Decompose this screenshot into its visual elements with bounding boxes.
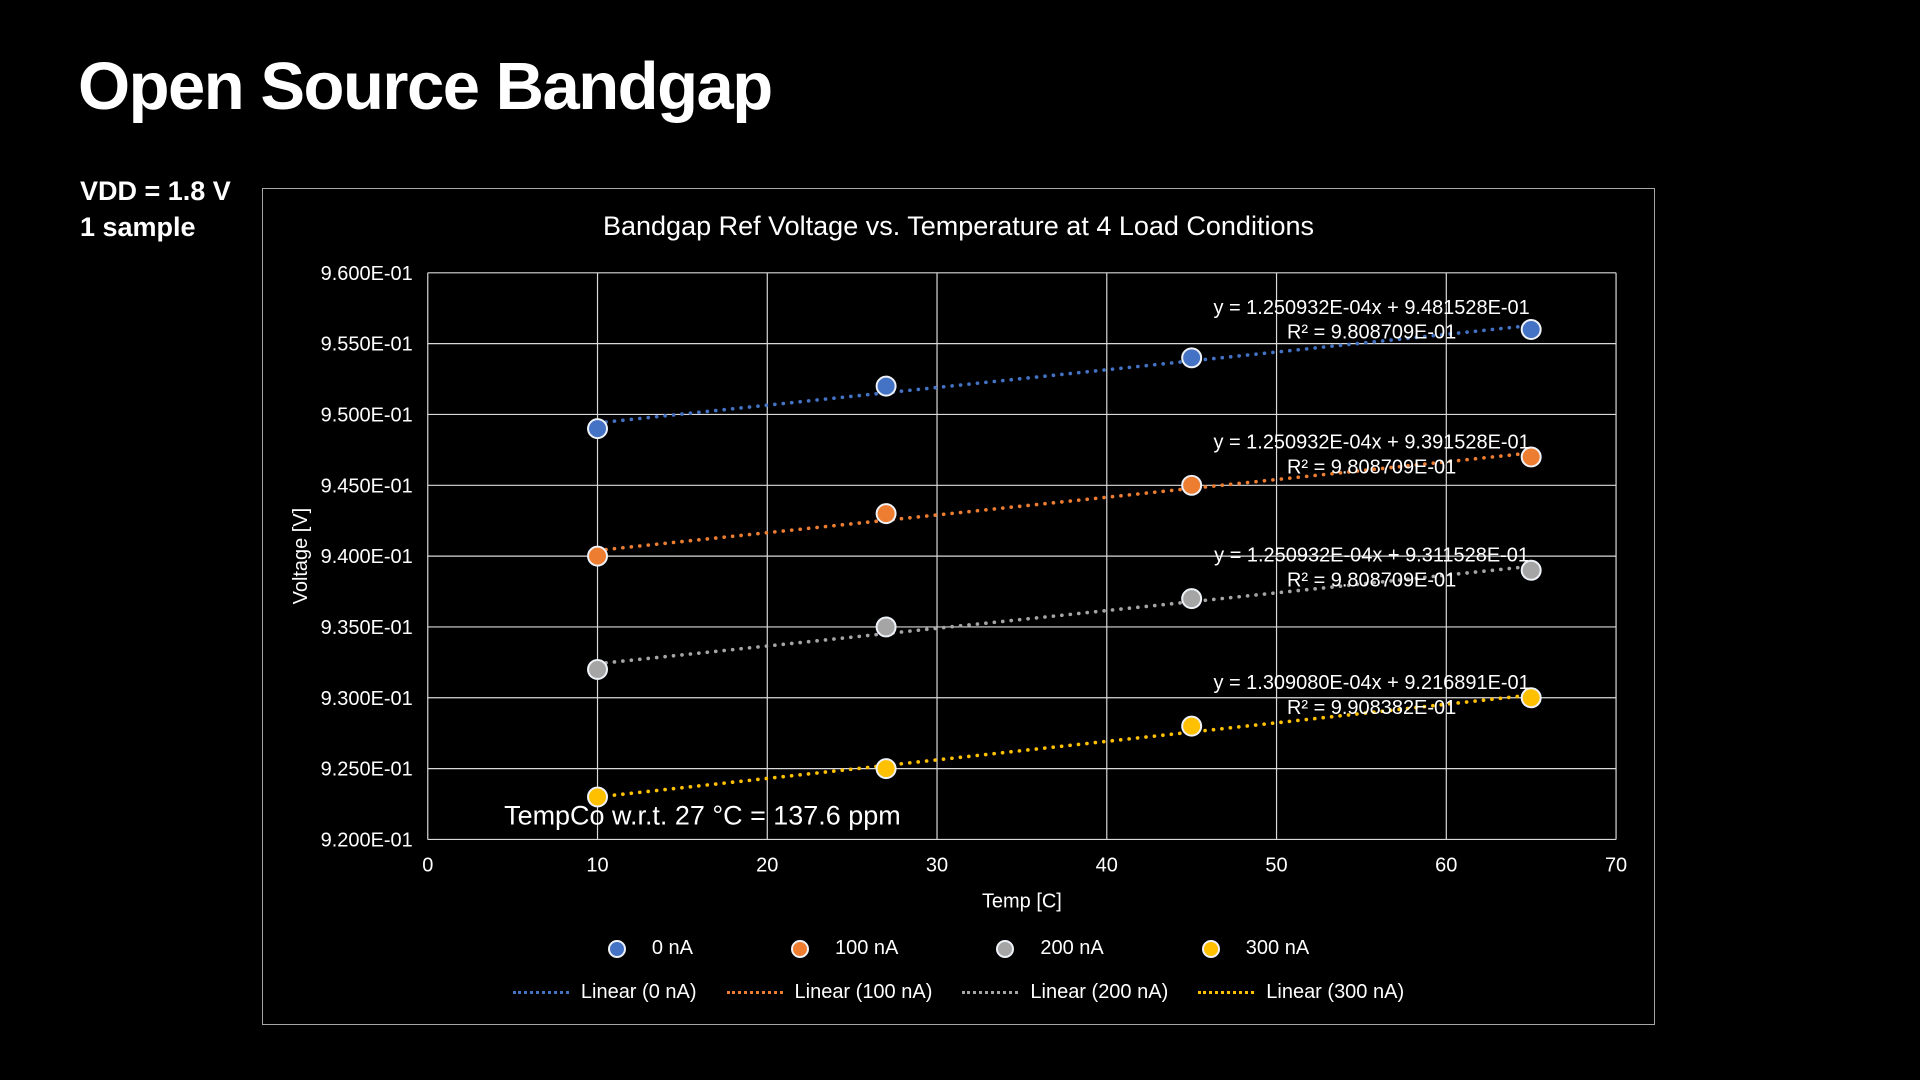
legend-label: Linear (100 nA): [794, 981, 933, 1003]
x-axis-title: Temp [C]: [982, 890, 1062, 912]
x-tick-label: 70: [1605, 854, 1627, 876]
x-tick-label: 30: [926, 854, 948, 876]
trendline-r2: R² = 9.908382E-01: [1287, 697, 1456, 719]
legend-label: 300 nA: [1245, 937, 1310, 959]
legend-item: Linear (0 nA): [512, 981, 697, 1004]
legend-marker-dot: [996, 939, 1015, 958]
legend-item: Linear (300 nA): [1198, 981, 1404, 1004]
x-tick-label: 60: [1435, 854, 1457, 876]
y-axis-title: Voltage [V]: [290, 508, 312, 604]
data-point-marker: [587, 786, 609, 808]
data-point-marker: [875, 758, 897, 780]
legend-label: 200 nA: [1040, 937, 1104, 959]
data-point-marker: [1181, 715, 1203, 737]
legend-item: 300 nA: [1201, 937, 1310, 960]
x-tick-label: 40: [1096, 854, 1118, 876]
legend-label: Linear (300 nA): [1266, 981, 1405, 1003]
legend-label: Linear (0 nA): [580, 981, 697, 1003]
trendline: [595, 564, 1533, 666]
legend-marker-dot: [607, 939, 626, 958]
legend-marker-dot: [1201, 939, 1220, 958]
y-tick-label: 9.600E-01: [321, 263, 413, 285]
y-tick-label: 9.450E-01: [321, 475, 413, 497]
condition-vdd: VDD = 1.8 V: [80, 176, 231, 206]
data-point-marker: [587, 418, 609, 440]
x-tick-label: 20: [756, 854, 778, 876]
data-point-marker: [1520, 687, 1542, 709]
condition-samples: 1 sample: [80, 211, 196, 242]
trendline-equation: y = 1.250932E-04x + 9.311528E-01: [1214, 545, 1529, 567]
trendline-equation: y = 1.309080E-04x + 9.216891E-01: [1213, 672, 1529, 694]
legend-trendline-swatch: [962, 991, 1019, 994]
trendline-r2: R² = 9.808709E-01: [1287, 456, 1456, 478]
legend-label: 100 nA: [834, 937, 899, 959]
trendline: [595, 323, 1533, 425]
legend-markers-row: 0 nA 100 nA 200 nA 300 nA: [263, 937, 1654, 960]
legend-label: Linear (200 nA): [1030, 981, 1169, 1003]
data-point-marker: [1181, 474, 1203, 496]
y-tick-label: 9.200E-01: [321, 829, 413, 851]
legend-trendline-swatch: [726, 991, 783, 994]
trendline: [595, 451, 1533, 553]
data-point-marker: [875, 503, 897, 525]
chart-frame: 0 10 20 30 40 50 60 70 9.200E-01 9.250E-01 9.300E-…: [262, 188, 1655, 1025]
test-conditions: VDD = 1.8 V 1 sample: [80, 174, 231, 246]
chart-title: Bandgap Ref Voltage vs. Temperature at 4…: [603, 211, 1314, 241]
trendline: [595, 693, 1533, 799]
y-tick-label: 9.550E-01: [321, 334, 413, 356]
legend-marker-dot: [790, 939, 809, 958]
data-point-marker: [1520, 446, 1542, 468]
data-point-marker: [1520, 318, 1542, 340]
legend-trendline-swatch: [1198, 991, 1255, 994]
legend-trendline-swatch: [512, 991, 569, 994]
y-tick-label: 9.300E-01: [321, 688, 413, 710]
trendline-r2: R² = 9.808709E-01: [1287, 570, 1456, 592]
y-tick-label: 9.400E-01: [321, 546, 413, 568]
data-point-marker: [875, 616, 897, 638]
data-point-marker: [587, 545, 609, 567]
y-tick-label: 9.250E-01: [321, 759, 413, 781]
x-tick-label: 50: [1265, 854, 1287, 876]
page-title: Open Source Bandgap: [78, 49, 773, 124]
y-tick-label: 9.350E-01: [321, 617, 413, 639]
data-point-marker: [1181, 347, 1203, 369]
legend-item: 200 nA: [996, 937, 1104, 960]
legend-label: 0 nA: [651, 937, 693, 959]
trendline-r2: R² = 9.808709E-01: [1287, 322, 1456, 344]
data-point-marker: [587, 658, 609, 680]
trendline-equation: y = 1.250932E-04x + 9.481528E-01: [1213, 297, 1529, 319]
trendline-equation: y = 1.250932E-04x + 9.391528E-01: [1213, 431, 1529, 453]
x-tick-label: 0: [422, 854, 433, 876]
data-point-marker: [875, 375, 897, 397]
legend-item: 100 nA: [790, 937, 899, 960]
legend-item: 0 nA: [607, 937, 693, 960]
legend-trendlines-row: Linear (0 nA) Linear (100 nA) Linear (200 …: [263, 981, 1654, 1004]
chart-svg: 0 10 20 30 40 50 60 70 9.200E-01 9.250E-01 9.300E-…: [290, 263, 1627, 912]
data-point-marker: [1520, 559, 1542, 581]
legend-item: Linear (200 nA): [962, 981, 1168, 1004]
data-point-marker: [1181, 588, 1203, 610]
x-tick-label: 10: [586, 854, 608, 876]
y-tick-label: 9.500E-01: [321, 404, 413, 426]
legend-item: Linear (100 nA): [726, 981, 933, 1004]
annotation-tempco: TempCo w.r.t. 27 °C = 137.6 ppm: [504, 800, 901, 830]
